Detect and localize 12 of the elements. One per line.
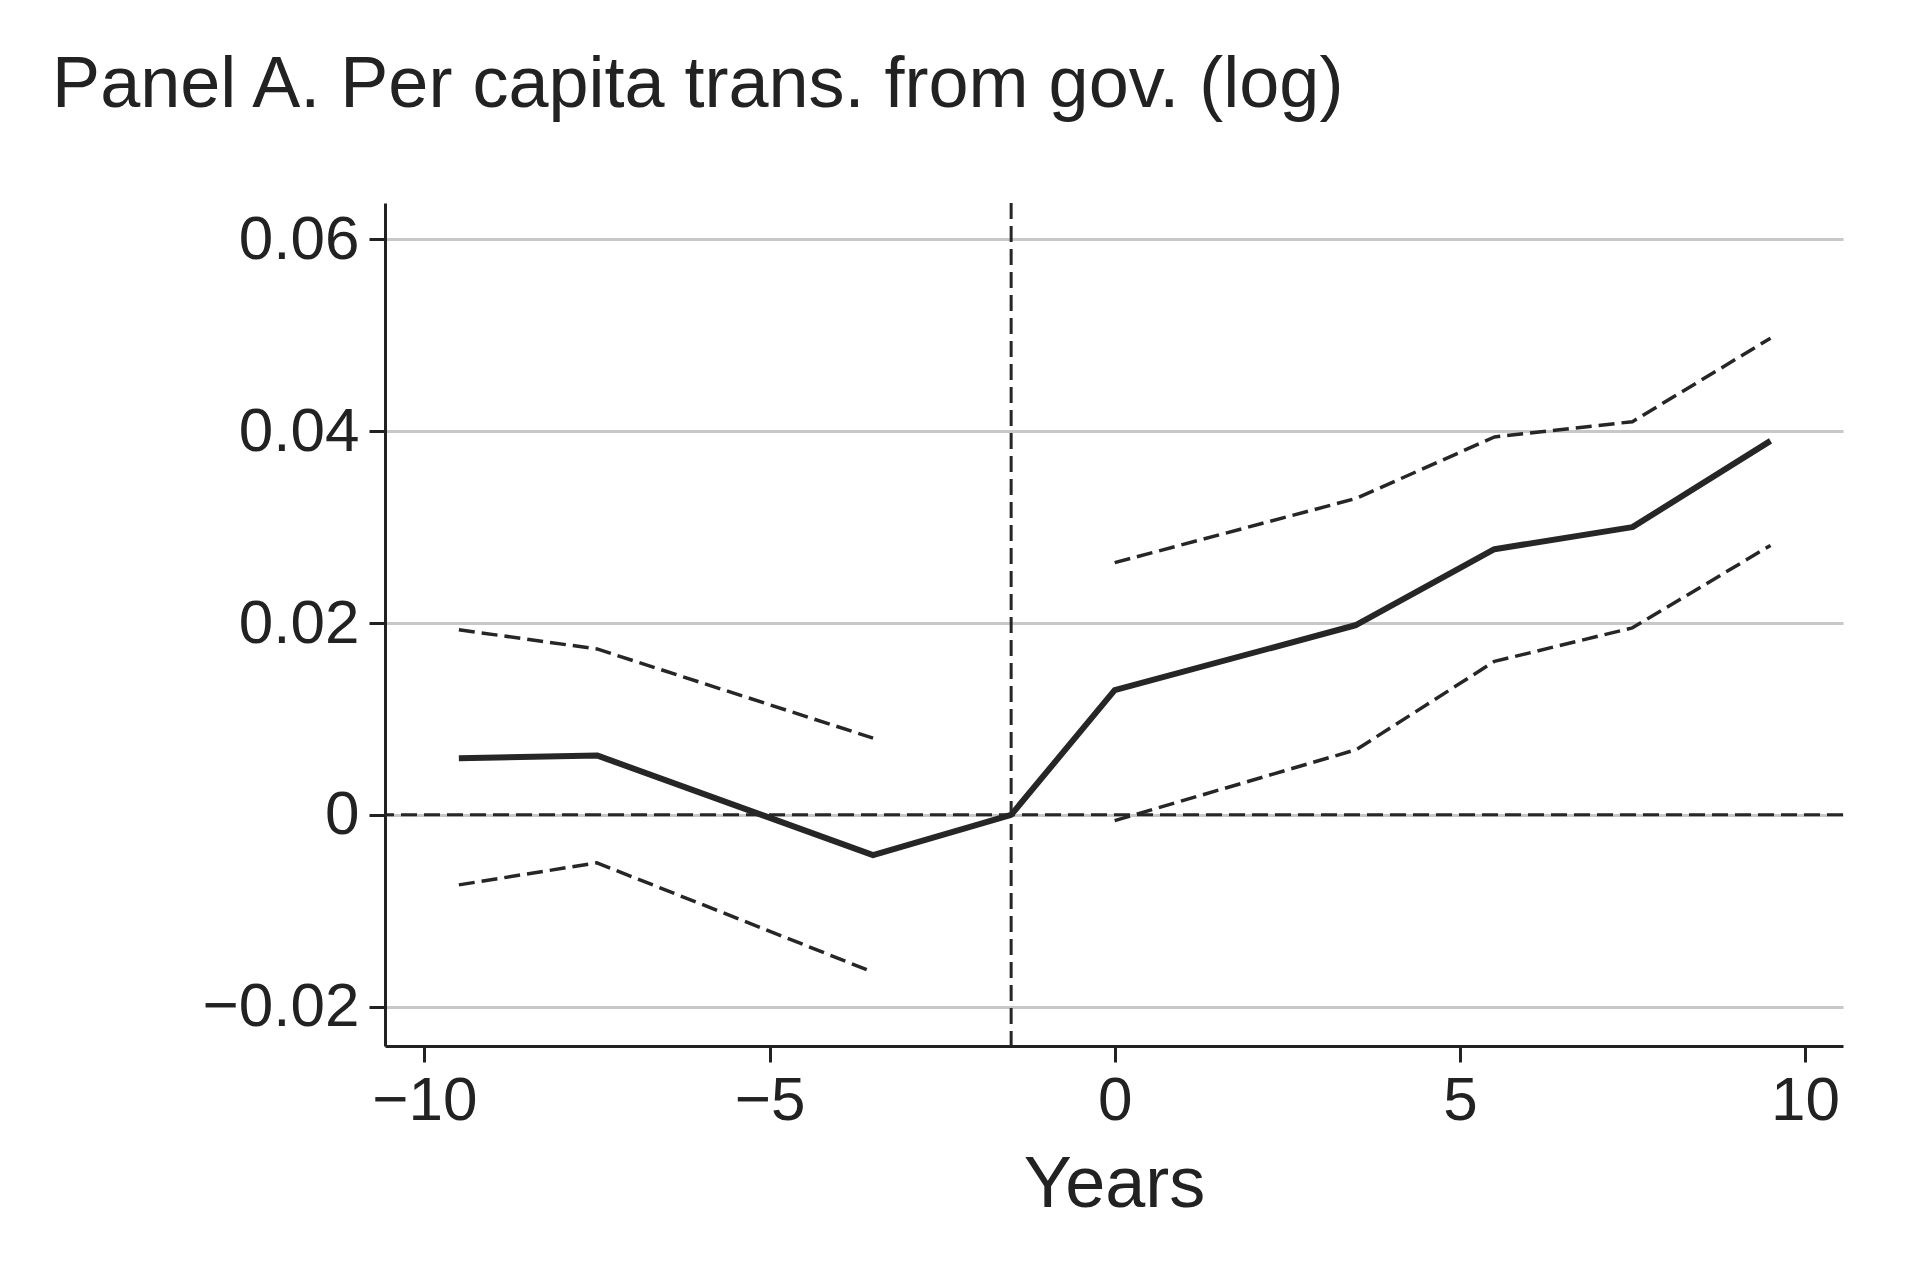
y-tick-label: 0.06: [238, 202, 360, 272]
y-tick-label: 0.04: [238, 394, 360, 464]
y-tick-label: −0.02: [202, 970, 360, 1040]
chart-title: Panel A. Per capita trans. from gov. (log): [52, 41, 1344, 122]
x-axis-title: Years: [1023, 1141, 1206, 1222]
x-tick-label: −5: [734, 1063, 806, 1133]
x-tick-label: 0: [1097, 1063, 1133, 1133]
x-tick-label: 5: [1443, 1063, 1478, 1133]
x-tick-label: −10: [372, 1063, 478, 1133]
y-tick-label: 0.02: [238, 586, 360, 656]
y-tick-label: 0: [325, 778, 360, 848]
x-tick-label: 10: [1771, 1063, 1841, 1133]
